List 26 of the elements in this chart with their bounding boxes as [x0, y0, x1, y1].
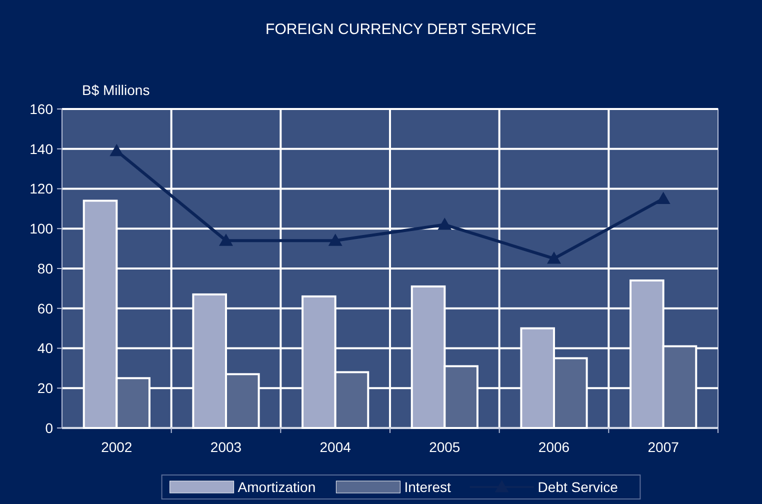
y-tick-label: 40 — [37, 340, 54, 356]
point — [547, 252, 561, 264]
chart-title: FOREIGN CURRENCY DEBT SERVICE — [266, 21, 536, 38]
y-axis-title: B$ Millions — [82, 82, 150, 98]
point — [328, 234, 342, 246]
y-tick-label: 60 — [37, 300, 54, 316]
point — [110, 144, 124, 156]
y-tick-label: 100 — [30, 220, 54, 237]
x-tick-label: 2007 — [648, 439, 680, 455]
x-tick-label: 2006 — [538, 439, 570, 455]
legend-label: Debt Service — [538, 478, 618, 495]
x-tick-label: 2003 — [210, 439, 242, 455]
y-tick-label: 80 — [37, 260, 54, 276]
point — [219, 234, 233, 246]
legend-label: Amortization — [238, 478, 316, 495]
y-tick-label: 140 — [30, 140, 54, 157]
y-tick-label: 0 — [45, 420, 54, 436]
y-tick-label: 120 — [30, 180, 54, 197]
point — [438, 218, 452, 230]
x-tick-label: 2005 — [429, 439, 460, 455]
point — [656, 192, 670, 204]
legend-label: Interest — [404, 478, 451, 495]
x-tick-label: 2004 — [320, 439, 352, 455]
y-tick-label: 20 — [37, 380, 54, 396]
y-tick-label: 160 — [30, 100, 54, 117]
x-tick-label: 2002 — [101, 439, 132, 455]
